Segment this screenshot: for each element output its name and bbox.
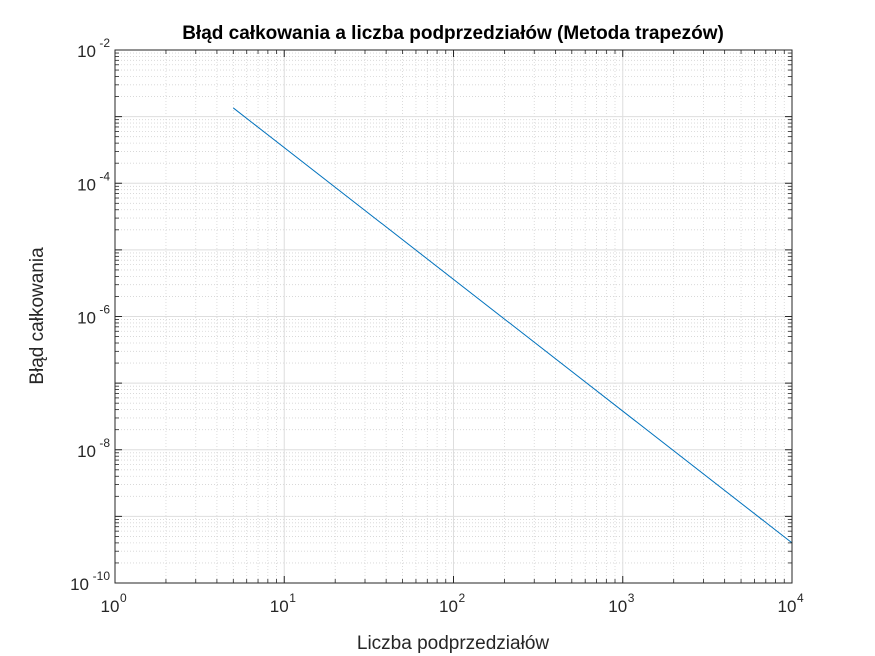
y-tick-exponent: -8 [99,436,110,450]
y-axis-label: Błąd całkowania [27,247,48,385]
y-tick-exponent: -4 [99,169,110,183]
x-tick-exponent: 1 [289,591,296,605]
y-tick-exponent: -2 [99,36,110,50]
x-tick-labels: 10 0 10 1 10 2 10 3 10 4 [101,591,804,616]
x-tick-exponent: 4 [797,591,804,605]
x-tick-exponent: 3 [628,591,635,605]
x-tick-exponent: 2 [459,591,466,605]
x-tick-label: 10 [101,597,120,616]
y-tick-label: 10 [77,42,96,61]
minor-grid [115,50,792,583]
x-tick-label: 10 [608,597,627,616]
tick-marks [115,50,792,583]
x-tick-label: 10 [439,597,458,616]
chart-title: Błąd całkowania a liczba podprzedziałów … [182,23,724,44]
y-tick-label: 10 [77,309,96,328]
x-tick-label: 10 [270,597,289,616]
x-axis-label: Liczba podprzedziałów [357,633,550,654]
major-grid [115,50,792,583]
y-tick-label: 10 [70,575,89,594]
x-tick-exponent: 0 [120,591,127,605]
y-tick-label: 10 [77,442,96,461]
plot-lines [232,107,793,544]
y-tick-exponent: -6 [99,303,110,317]
x-tick-label: 10 [778,597,797,616]
y-tick-exponent: -10 [93,569,111,583]
y-tick-label: 10 [77,175,96,194]
series-line [232,107,793,544]
